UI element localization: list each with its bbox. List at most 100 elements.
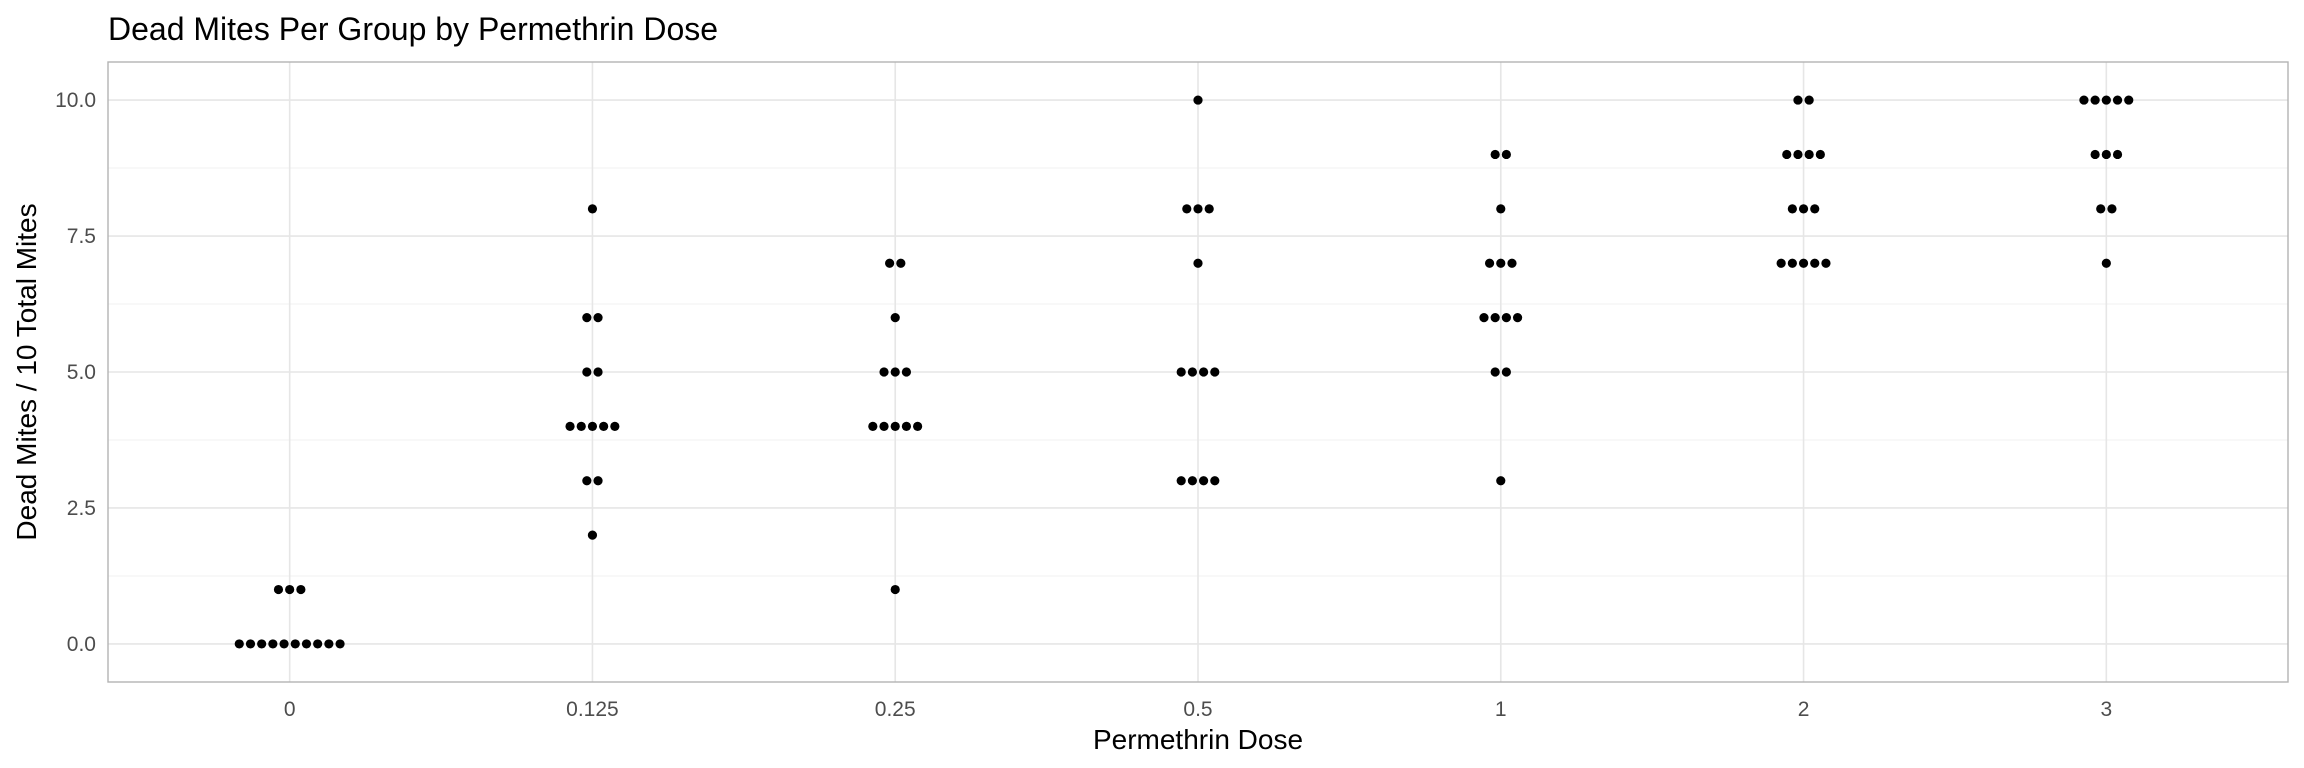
chart-title: Dead Mites Per Group by Permethrin Dose <box>108 11 718 47</box>
data-point <box>257 639 267 649</box>
x-tick-label: 2 <box>1798 698 1810 721</box>
data-point <box>1501 149 1511 160</box>
data-point <box>2107 204 2117 214</box>
data-point <box>1193 204 1203 214</box>
data-point <box>1782 149 1792 160</box>
data-point <box>582 476 592 486</box>
data-point <box>1512 313 1523 323</box>
data-point <box>1496 204 1506 214</box>
data-point <box>296 584 306 595</box>
data-point <box>576 421 586 431</box>
data-point <box>1810 204 1820 214</box>
x-tick-label: 0.25 <box>875 698 916 721</box>
data-point <box>879 421 889 431</box>
y-tick-label: 7.5 <box>67 225 96 248</box>
data-point <box>1507 258 1517 268</box>
x-tick-label: 0 <box>284 698 296 721</box>
data-point <box>1199 476 1209 486</box>
x-tick-label: 0.125 <box>566 698 619 721</box>
data-point <box>1204 204 1214 214</box>
y-tick-label: 2.5 <box>67 497 96 520</box>
data-point <box>335 639 345 649</box>
x-axis-title: Permethrin Dose <box>1093 724 1303 755</box>
y-tick-label: 5.0 <box>67 361 96 384</box>
data-point <box>610 421 620 431</box>
data-point <box>599 421 609 431</box>
data-point <box>1804 95 1814 105</box>
data-point <box>1815 149 1825 160</box>
data-point <box>1210 367 1220 377</box>
data-point <box>1798 204 1809 214</box>
data-point <box>587 421 598 431</box>
data-point <box>1804 149 1814 160</box>
y-axis-tick-labels: 0.0 2.5 5.0 7.5 10.0 <box>55 89 96 656</box>
data-point <box>1798 258 1809 268</box>
data-point <box>1484 258 1495 268</box>
data-point <box>1193 258 1203 268</box>
data-point <box>1176 367 1186 377</box>
data-point <box>273 584 284 595</box>
data-point <box>1496 476 1506 486</box>
data-point <box>593 313 603 323</box>
data-point <box>2124 95 2134 105</box>
data-point <box>1793 95 1803 105</box>
data-point <box>879 367 889 377</box>
data-point <box>1479 313 1489 323</box>
data-point <box>301 639 312 649</box>
data-point <box>1490 367 1500 377</box>
data-point <box>593 476 603 486</box>
data-point <box>1490 149 1500 160</box>
x-axis-tick-labels: 0 0.125 0.25 0.5 1 2 3 <box>284 698 2112 721</box>
data-point <box>890 421 900 431</box>
data-point <box>1793 149 1803 160</box>
data-point <box>234 639 244 649</box>
data-point <box>582 367 592 377</box>
data-point <box>2101 149 2111 160</box>
data-point <box>324 639 334 649</box>
data-point <box>868 421 878 431</box>
data-point <box>890 367 900 377</box>
data-point <box>1501 367 1511 377</box>
data-point <box>1496 258 1506 268</box>
data-point <box>1176 476 1186 486</box>
data-point <box>290 639 300 649</box>
plot-panel <box>107 61 2289 683</box>
data-point <box>268 639 278 649</box>
data-point <box>885 258 895 268</box>
data-point <box>901 367 912 377</box>
data-point <box>1193 95 1203 105</box>
data-point <box>1810 258 1820 268</box>
data-point <box>2079 95 2089 105</box>
data-points <box>234 95 2134 649</box>
data-point <box>913 421 923 431</box>
data-point <box>1821 258 1831 268</box>
data-point <box>279 639 289 649</box>
data-point <box>2090 149 2100 160</box>
x-tick-label: 0.5 <box>1183 698 1212 721</box>
data-point <box>2112 95 2123 105</box>
data-point <box>890 313 900 323</box>
data-point <box>587 530 598 540</box>
y-tick-label: 10.0 <box>55 89 96 112</box>
data-point <box>1501 313 1511 323</box>
data-point <box>582 313 592 323</box>
data-point <box>565 421 575 431</box>
data-point <box>1182 204 1192 214</box>
data-point <box>245 639 256 649</box>
data-point <box>313 639 323 649</box>
data-point <box>2101 95 2111 105</box>
y-tick-label: 0.0 <box>67 633 96 656</box>
x-tick-label: 3 <box>2100 698 2112 721</box>
data-point <box>1490 313 1500 323</box>
data-point <box>285 584 295 595</box>
data-point <box>1210 476 1220 486</box>
data-point <box>1776 258 1786 268</box>
data-point <box>2090 95 2100 105</box>
data-point <box>2112 149 2123 160</box>
data-point <box>2101 258 2111 268</box>
data-point <box>1187 367 1197 377</box>
data-point <box>901 421 912 431</box>
data-point <box>896 258 906 268</box>
data-point <box>2096 204 2106 214</box>
